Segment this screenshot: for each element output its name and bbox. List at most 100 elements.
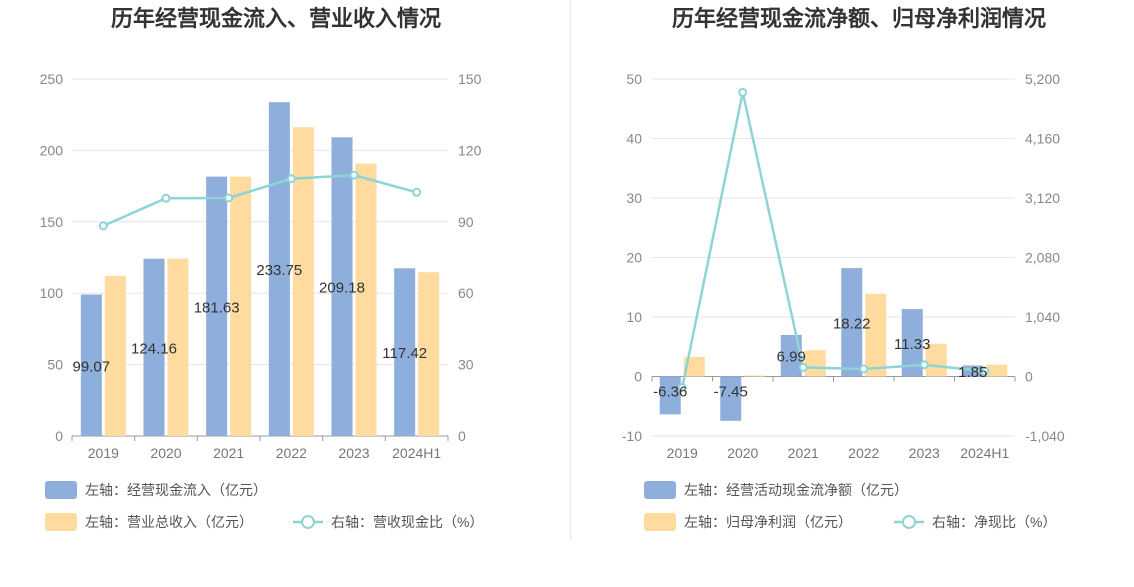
left-bar-series1 [206,176,228,436]
right-y-right-tick-label: 0 [1025,369,1033,385]
right-x-tick-label: 2021 [788,445,819,461]
left-line-point [161,193,171,203]
right-y-right-tick-label: 1,040 [1025,309,1060,325]
left-line-series3 [102,173,417,227]
left-legend-label-series2: 左轴：营业总收入（亿元） [85,514,253,530]
right-legend-swatch-series2 [644,513,676,531]
right-line-point [677,383,687,393]
right-y-left-tick-label: -10 [622,428,642,444]
right-y-left-tick-label: 0 [634,369,642,385]
right-y-left-tick-label: 50 [626,71,642,87]
left-bar-series2 [292,127,314,436]
chart-left: 历年经营现金流入、营业收入情况 0 50 100 150 200 250 0 30 60 90 120… [0,0,567,582]
left-y-right-tick-label: 30 [458,357,474,373]
right-x-tick-label: 2023 [909,445,940,461]
left-bar-series1 [394,268,416,436]
right-y-right-tick-label: -1,040 [1025,428,1065,444]
right-y-left-tick-label: 20 [626,250,642,266]
right-data-label: 1.85 [958,364,987,381]
left-y-right-tick-label: 90 [458,214,474,230]
right-line-series3 [681,92,985,388]
left-y-left-tick-label: 50 [47,357,63,373]
right-x-tick-label: 2022 [848,445,879,461]
left-line-point [224,193,234,203]
left-bar-series2 [167,258,189,436]
right-y-left-tick-label: 40 [626,131,642,147]
left-bar-series2 [355,163,377,436]
chart-right: 历年经营现金流净额、归母净利润情况 -10 0 10 20 30 40 50 -1,040 0 1,… [567,0,1134,582]
left-legend-marker-series3 [301,515,315,529]
right-bar-series1 [901,309,923,377]
right-y-right-tick-label: 4,160 [1025,131,1060,147]
right-y-right-tick-label: 3,120 [1025,190,1060,206]
right-bar-series2 [865,293,887,377]
right-data-label: -6.36 [653,384,687,401]
left-data-label: 99.07 [73,358,111,375]
left-x-tick-label: 2019 [88,445,119,461]
left-bar-series1 [80,294,102,436]
left-line-point [349,170,359,180]
right-x-tick-label: 2019 [667,445,698,461]
left-data-label: 209.18 [319,280,365,297]
right-bar-series2 [804,350,826,377]
left-bar-series1 [143,258,165,436]
right-legend-label-series2: 左轴：归母净利润（亿元） [684,514,852,530]
panel-divider [570,0,571,540]
right-bar-series1 [841,268,863,377]
right-data-label: 6.99 [777,349,806,366]
left-data-label: 124.16 [131,340,177,357]
left-data-label: 181.63 [194,299,240,316]
right-data-label: -7.45 [714,384,748,401]
right-data-label: 18.22 [833,315,871,332]
right-bar-series2 [986,364,1008,377]
chart-right-svg: 历年经营现金流净额、归母净利润情况 -10 0 10 20 30 40 50 -1,040 0 1,… [622,6,1065,531]
left-y-right-tick-label: 0 [458,428,466,444]
right-y-left-tick-label: 30 [626,190,642,206]
left-bar-series1 [331,137,353,436]
right-bar-series1 [659,376,681,415]
left-y-right-tick-label: 60 [458,285,474,301]
left-x-tick-label: 2024H1 [392,445,441,461]
left-y-right-tick-label: 150 [458,71,482,87]
right-x-tick-label: 2020 [727,445,758,461]
left-bar-series2 [418,272,440,436]
right-bar-series2 [744,375,766,377]
left-y-left-tick-label: 100 [40,285,64,301]
chart-left-svg: 历年经营现金流入、营业收入情况 0 50 100 150 200 250 0 30 60 90 120… [40,6,483,531]
right-line-point [980,366,990,376]
left-x-tick-label: 2021 [213,445,244,461]
left-chart-title: 历年经营现金流入、营业收入情况 [111,6,441,31]
left-bar-series2 [230,176,252,436]
left-bar-series1 [268,102,290,436]
right-legend-label-series1: 左轴：经营活动现金流净额（亿元） [684,482,908,498]
right-legend-marker-series3 [902,515,916,529]
right-legend-label-series3: 右轴：净现比（%） [932,514,1056,530]
right-line-point [798,362,808,372]
left-x-tick-label: 2020 [150,445,181,461]
right-y-right-tick-label: 5,200 [1025,71,1060,87]
left-legend-swatch-series2 [45,513,77,531]
right-data-label: 11.33 [894,336,930,353]
left-data-label: 233.75 [256,262,302,279]
right-legend-swatch-series1 [644,481,676,499]
right-x-tick-label: 2024H1 [960,445,1009,461]
left-legend-label-series3: 右轴：营收现金比（%） [331,514,483,530]
left-y-right-tick-label: 120 [458,142,482,158]
left-legend-swatch-series1 [45,481,77,499]
left-y-left-tick-label: 250 [40,71,64,87]
right-chart-title: 历年经营现金流净额、归母净利润情况 [672,6,1046,31]
left-x-tick-label: 2023 [338,445,369,461]
right-line-point [919,360,929,370]
right-y-left-tick-label: 10 [626,309,642,325]
left-line-point [412,187,422,197]
right-bar-series1 [780,334,802,377]
left-data-label: 117.42 [382,345,427,362]
left-line-point [286,174,296,184]
left-y-left-tick-label: 200 [40,142,64,158]
right-bar-series2 [925,343,947,377]
right-line-point [738,87,748,97]
left-bar-series2 [104,275,126,436]
left-y-left-tick-label: 150 [40,214,64,230]
right-line-point [859,364,869,374]
left-x-tick-label: 2022 [276,445,307,461]
